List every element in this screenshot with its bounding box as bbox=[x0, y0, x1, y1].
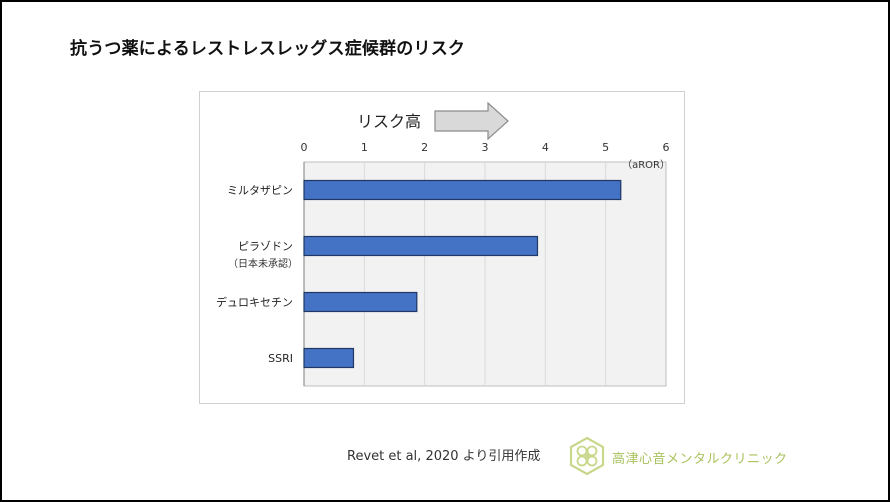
x-tick-label: 5 bbox=[602, 141, 609, 154]
citation: Revet et al, 2020 より引用作成 bbox=[347, 449, 541, 464]
bar bbox=[303, 347, 355, 369]
bar bbox=[303, 235, 539, 257]
risk-arrow-label: リスク高 bbox=[357, 112, 422, 131]
x-tick-label: 3 bbox=[482, 141, 489, 154]
x-tick-label: 2 bbox=[421, 141, 428, 154]
bar bbox=[303, 291, 418, 313]
x-tick-label: 4 bbox=[542, 141, 549, 154]
x-tick-label: 1 bbox=[361, 141, 368, 154]
x-tick-label: 0 bbox=[301, 141, 308, 154]
clinic-name: 高津心音メンタルクリニック bbox=[612, 452, 788, 467]
bar bbox=[303, 179, 622, 201]
risk-arrow-icon bbox=[434, 102, 509, 140]
x-tick-label: 6 bbox=[663, 141, 670, 154]
category-label: ピラゾドン bbox=[238, 240, 293, 253]
category-sublabel: （日本未承認） bbox=[228, 257, 298, 270]
slide-title: 抗うつ薬によるレストレスレッグス症候群のリスク bbox=[70, 39, 466, 59]
category-label: SSRI bbox=[268, 352, 293, 365]
clinic-logo-icon bbox=[569, 436, 605, 476]
category-label: デュロキセチン bbox=[216, 295, 293, 309]
unit-label: （aROR） bbox=[622, 159, 670, 171]
category-label: ミルタザピン bbox=[227, 184, 293, 197]
